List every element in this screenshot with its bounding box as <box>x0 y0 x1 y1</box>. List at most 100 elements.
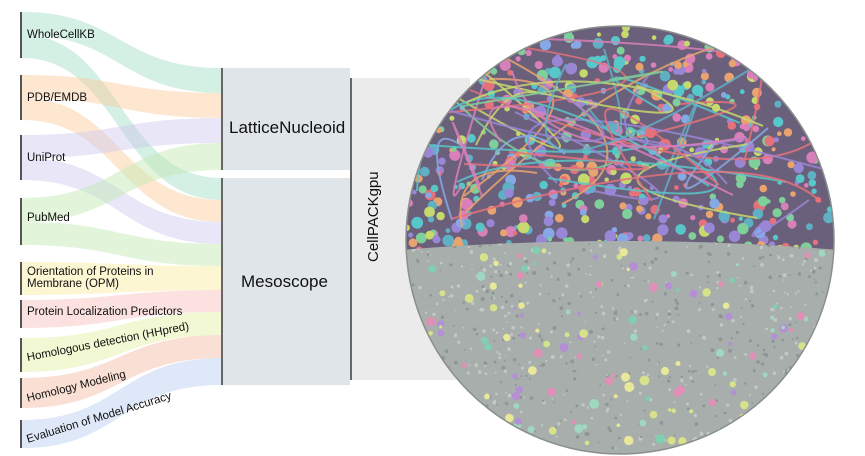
membrane-texture <box>606 350 611 354</box>
membrane-texture <box>674 298 678 302</box>
membrane-texture <box>414 422 418 425</box>
membrane-texture <box>771 339 775 344</box>
membrane-protein <box>479 253 489 262</box>
membrane-protein <box>642 345 648 351</box>
membrane-texture <box>702 335 707 340</box>
membrane-texture <box>806 429 809 431</box>
membrane-protein <box>789 327 794 332</box>
membrane-texture <box>698 301 701 304</box>
source-label: Protein Localization Predictors <box>27 306 183 318</box>
membrane-texture <box>621 267 625 270</box>
molecule <box>512 231 518 236</box>
membrane-texture <box>731 318 735 323</box>
membrane-texture <box>782 279 785 281</box>
membrane-texture <box>432 312 436 317</box>
membrane-protein <box>489 282 497 290</box>
membrane-texture <box>687 407 690 411</box>
membrane-texture <box>449 263 453 267</box>
membrane-texture <box>811 269 816 274</box>
membrane-texture <box>715 242 718 245</box>
membrane-texture <box>442 298 445 301</box>
molecule <box>806 223 813 231</box>
membrane-texture <box>433 390 438 395</box>
molecule <box>645 213 652 220</box>
molecule <box>424 206 435 218</box>
membrane-texture <box>620 264 623 267</box>
membrane-texture <box>450 389 454 393</box>
membrane-texture <box>688 365 691 368</box>
membrane-protein <box>667 436 676 445</box>
membrane-texture <box>467 245 471 249</box>
molecule <box>705 53 713 60</box>
membrane-protein <box>819 337 829 347</box>
membrane-protein <box>464 293 474 303</box>
membrane-texture <box>791 369 796 373</box>
membrane-protein <box>616 253 623 260</box>
membrane-protein <box>630 333 638 341</box>
membrane-texture <box>505 401 509 406</box>
membrane-texture <box>569 341 572 344</box>
flow-band <box>22 222 222 266</box>
membrane-texture <box>477 437 481 441</box>
membrane-texture <box>761 255 765 259</box>
membrane-texture <box>769 307 774 312</box>
membrane-texture <box>658 375 661 378</box>
membrane-protein <box>406 402 410 410</box>
membrane-texture <box>570 260 573 263</box>
membrane-texture <box>526 445 530 450</box>
membrane-protein <box>582 424 588 430</box>
membrane-texture <box>561 315 563 318</box>
molecule <box>793 163 804 174</box>
membrane <box>406 241 834 454</box>
membrane-protein <box>518 283 523 288</box>
membrane-texture <box>447 426 452 431</box>
membrane-texture <box>809 352 813 356</box>
flow-band <box>22 143 222 222</box>
membrane-protein <box>730 389 737 396</box>
membrane-texture <box>520 433 524 437</box>
membrane-protein <box>795 416 803 423</box>
membrane-texture <box>831 329 834 332</box>
membrane-protein <box>515 452 523 454</box>
membrane-texture <box>557 422 561 426</box>
molecule <box>650 62 657 68</box>
membrane-texture <box>435 302 439 306</box>
membrane-protein <box>820 417 826 423</box>
membrane-texture <box>786 381 790 385</box>
membrane-texture <box>592 296 595 298</box>
membrane-texture <box>618 436 621 440</box>
molecule <box>787 161 795 169</box>
membrane-texture <box>566 263 570 268</box>
molecule <box>594 199 605 210</box>
membrane-texture <box>776 302 779 305</box>
membrane-texture <box>756 344 760 347</box>
membrane-texture <box>733 378 737 382</box>
membrane-texture <box>589 330 593 334</box>
membrane-texture <box>781 258 785 262</box>
molecule <box>415 232 427 244</box>
membrane-texture <box>504 355 507 357</box>
membrane-texture <box>469 447 472 450</box>
membrane-texture <box>795 336 799 340</box>
membrane-texture <box>679 378 684 382</box>
membrane-texture <box>565 362 568 365</box>
membrane-protein <box>767 424 774 431</box>
molecule <box>534 61 543 69</box>
membrane-protein <box>702 288 711 297</box>
membrane-texture <box>777 416 781 420</box>
dna-strand <box>459 169 538 228</box>
membrane-texture <box>505 321 508 323</box>
membrane-protein <box>725 312 733 321</box>
molecule <box>736 180 744 189</box>
membrane-texture <box>500 295 504 298</box>
membrane-texture <box>800 432 803 436</box>
membrane-protein <box>511 392 520 401</box>
membrane-texture <box>506 433 510 437</box>
membrane-texture <box>640 347 642 350</box>
molecule <box>790 191 796 197</box>
membrane-texture <box>772 309 776 312</box>
membrane-texture <box>686 402 689 406</box>
membrane-protein <box>448 436 455 443</box>
membrane-texture <box>556 277 560 281</box>
molecule <box>486 219 495 228</box>
